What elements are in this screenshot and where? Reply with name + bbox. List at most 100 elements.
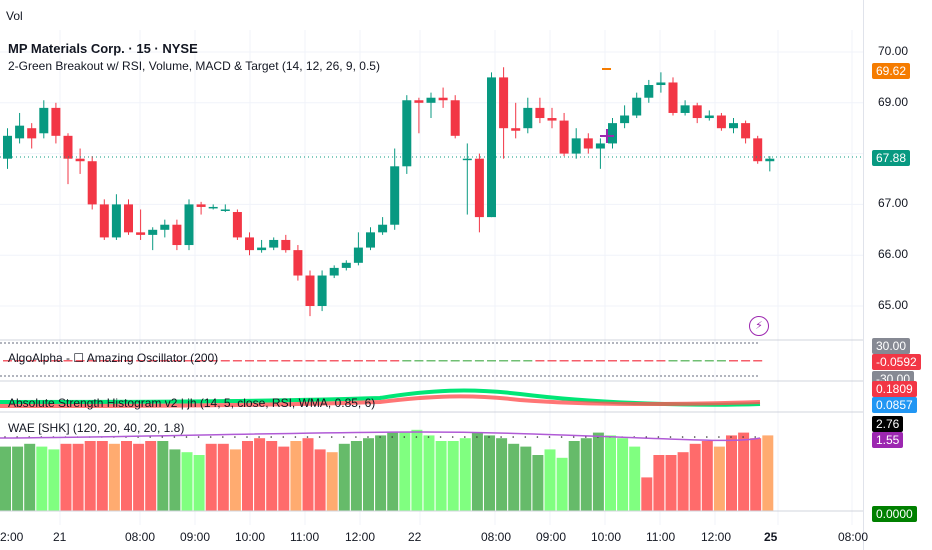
- candle[interactable]: [632, 92, 642, 119]
- candle[interactable]: [15, 112, 25, 144]
- wae-bar: [326, 452, 338, 511]
- candle[interactable]: [390, 148, 400, 230]
- candle[interactable]: [450, 95, 460, 139]
- candle[interactable]: [27, 123, 37, 149]
- candle[interactable]: [704, 110, 714, 121]
- candle[interactable]: [402, 95, 412, 174]
- candle[interactable]: [656, 72, 666, 93]
- lightning-icon[interactable]: ⚡: [749, 316, 769, 336]
- candle[interactable]: [3, 128, 12, 169]
- candle[interactable]: [692, 102, 702, 124]
- candle[interactable]: [523, 97, 533, 134]
- strength-histogram-label[interactable]: Absolute Strength Histogram v2 | jh (14,…: [8, 396, 376, 410]
- candle[interactable]: [196, 201, 206, 215]
- osc-bar: [523, 360, 533, 362]
- indicator-legend[interactable]: 2-Green Breakout w/ RSI, Volume, MACD & …: [8, 59, 380, 73]
- candle[interactable]: [474, 153, 484, 233]
- candle[interactable]: [160, 219, 170, 238]
- candle[interactable]: [716, 112, 726, 131]
- price-axis[interactable]: 70.00 69.00 67.00 66.00 65.00 69.62 67.8…: [863, 0, 932, 550]
- candle[interactable]: [305, 270, 315, 317]
- candle[interactable]: [184, 199, 194, 251]
- candle[interactable]: [462, 143, 472, 215]
- candle[interactable]: [281, 234, 291, 253]
- candle[interactable]: [595, 138, 605, 169]
- oscillator-label[interactable]: AlgoAlpha - ☐ Amazing Oscillator (200): [8, 351, 219, 365]
- wae-bar: [592, 432, 604, 511]
- candle[interactable]: [293, 245, 303, 281]
- candle[interactable]: [220, 204, 230, 213]
- volume-label[interactable]: Vol: [6, 9, 23, 23]
- candle[interactable]: [547, 107, 557, 129]
- candle[interactable]: [414, 97, 424, 134]
- wae-deadzone-dot: [403, 436, 406, 438]
- candle[interactable]: [329, 265, 339, 279]
- wae-deadzone-dot: [222, 436, 224, 438]
- candle-body: [232, 212, 242, 238]
- candle[interactable]: [172, 219, 182, 251]
- wae-deadzone-dot: [488, 436, 490, 438]
- candle[interactable]: [208, 204, 218, 210]
- candle[interactable]: [644, 79, 654, 103]
- candle[interactable]: [124, 199, 133, 235]
- wae-deadzone-dot: [379, 436, 381, 438]
- candle[interactable]: [535, 97, 545, 124]
- candle[interactable]: [499, 67, 509, 159]
- time-label: 21: [53, 530, 67, 544]
- time-label: 22: [408, 530, 422, 544]
- candle[interactable]: [426, 92, 436, 119]
- wae-deadzone-dot: [451, 436, 454, 438]
- osc-bar: [644, 360, 654, 362]
- wae-deadzone-dot: [512, 436, 514, 438]
- candle[interactable]: [148, 227, 158, 251]
- candle[interactable]: [765, 156, 775, 172]
- candle-body: [257, 247, 267, 251]
- candle[interactable]: [257, 239, 267, 253]
- candle[interactable]: [741, 120, 751, 144]
- candle[interactable]: [341, 260, 351, 271]
- candle[interactable]: [729, 118, 738, 134]
- candle[interactable]: [583, 133, 593, 154]
- candle[interactable]: [680, 100, 690, 116]
- candle[interactable]: [438, 87, 448, 108]
- candle[interactable]: [571, 128, 581, 159]
- candle[interactable]: [668, 77, 678, 116]
- time-label: 08:00: [838, 530, 869, 544]
- candle-body: [716, 115, 726, 129]
- price-tick: 65.00: [878, 298, 909, 312]
- candle[interactable]: [63, 133, 73, 185]
- candle[interactable]: [366, 227, 375, 251]
- candle[interactable]: [753, 135, 763, 164]
- candle[interactable]: [487, 72, 496, 218]
- wae-label[interactable]: WAE [SHK] (120, 20, 40, 20, 1.8): [8, 421, 185, 435]
- candle-body: [571, 138, 581, 154]
- candle[interactable]: [136, 209, 146, 240]
- candle[interactable]: [87, 156, 97, 210]
- candle-body: [704, 115, 714, 119]
- osc-bar: [63, 360, 73, 362]
- candle[interactable]: [608, 118, 617, 149]
- candle[interactable]: [511, 102, 521, 139]
- candle[interactable]: [620, 105, 630, 129]
- candle-body: [366, 232, 375, 248]
- wae-deadzone-dot: [476, 436, 478, 438]
- candle[interactable]: [245, 232, 254, 256]
- candle[interactable]: [75, 148, 85, 174]
- candle[interactable]: [232, 209, 242, 240]
- candle[interactable]: [99, 199, 109, 240]
- candle[interactable]: [353, 232, 363, 266]
- candle[interactable]: [51, 102, 61, 144]
- candle[interactable]: [111, 194, 121, 240]
- candle[interactable]: [559, 112, 569, 157]
- symbol-title[interactable]: MP Materials Corp. · 15 · NYSE: [8, 41, 198, 56]
- candle[interactable]: [269, 237, 279, 251]
- candle[interactable]: [317, 270, 327, 312]
- candle[interactable]: [378, 217, 388, 235]
- last-price-badge: 67.88: [872, 150, 911, 166]
- wae-bar: [617, 438, 629, 511]
- candle-body: [680, 105, 690, 113]
- candle[interactable]: [39, 100, 49, 139]
- time-label: 12:00: [701, 530, 732, 544]
- wae-deadzone-dot: [258, 436, 260, 438]
